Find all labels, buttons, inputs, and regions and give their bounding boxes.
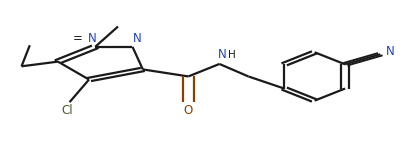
Text: =: =	[73, 32, 83, 45]
Text: O: O	[183, 104, 192, 117]
Text: N: N	[218, 48, 227, 61]
Text: N: N	[385, 45, 394, 58]
Text: N: N	[87, 32, 96, 45]
Text: N: N	[133, 32, 142, 45]
Text: H: H	[228, 50, 235, 60]
Text: Cl: Cl	[62, 104, 73, 117]
